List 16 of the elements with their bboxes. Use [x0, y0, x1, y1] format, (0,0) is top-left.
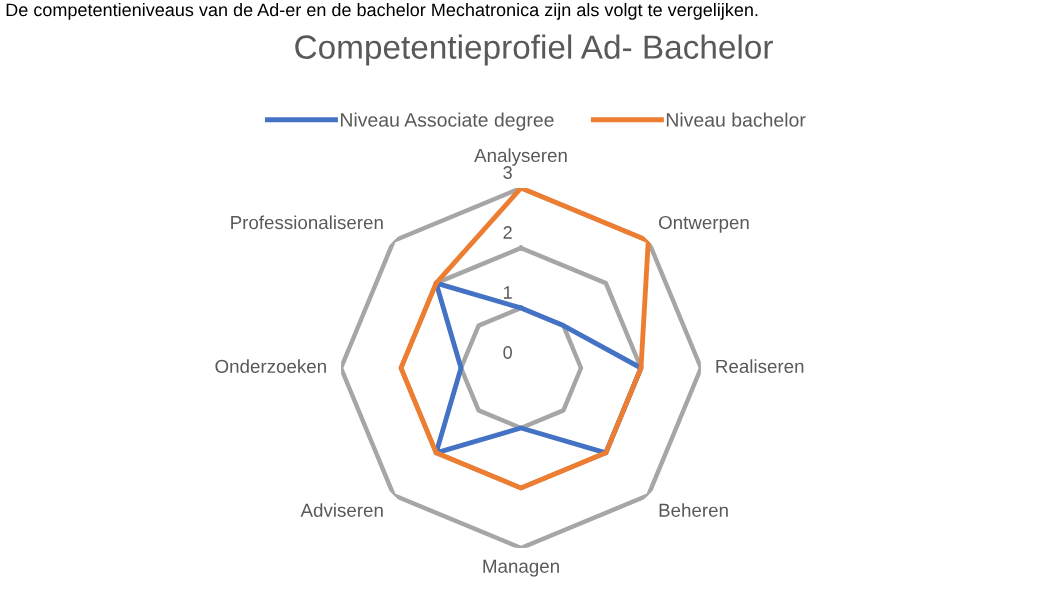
- y-tick-label: 0: [503, 346, 512, 359]
- chart-title: Competentieprofiel Ad- Bachelor: [295, 34, 773, 66]
- legend-label: Niveau Associate degree: [340, 112, 554, 131]
- spoke-label: Realiseren: [716, 359, 804, 374]
- y-tick-label: 2: [503, 226, 512, 239]
- spoke-label: Managen: [483, 559, 559, 577]
- spoke-label: Beheren: [659, 503, 728, 517]
- y-tick-label: 1: [504, 286, 512, 299]
- spoke-label: Professionaliseren: [231, 215, 383, 230]
- spoke-label: Analyseren: [474, 148, 567, 166]
- spoke-label: Adviseren: [300, 503, 383, 517]
- spoke-label: Ontwerpen: [658, 215, 749, 233]
- text: De competentieniveaus van de Ad-er en de bachelor Mechatronica zijn als volgt te vergelijken.: [6, 3, 758, 20]
- spoke-label: Onderzoeken: [215, 359, 326, 374]
- legend-label: Niveau bachelor: [666, 112, 806, 127]
- y-tick-label: 3: [503, 166, 512, 179]
